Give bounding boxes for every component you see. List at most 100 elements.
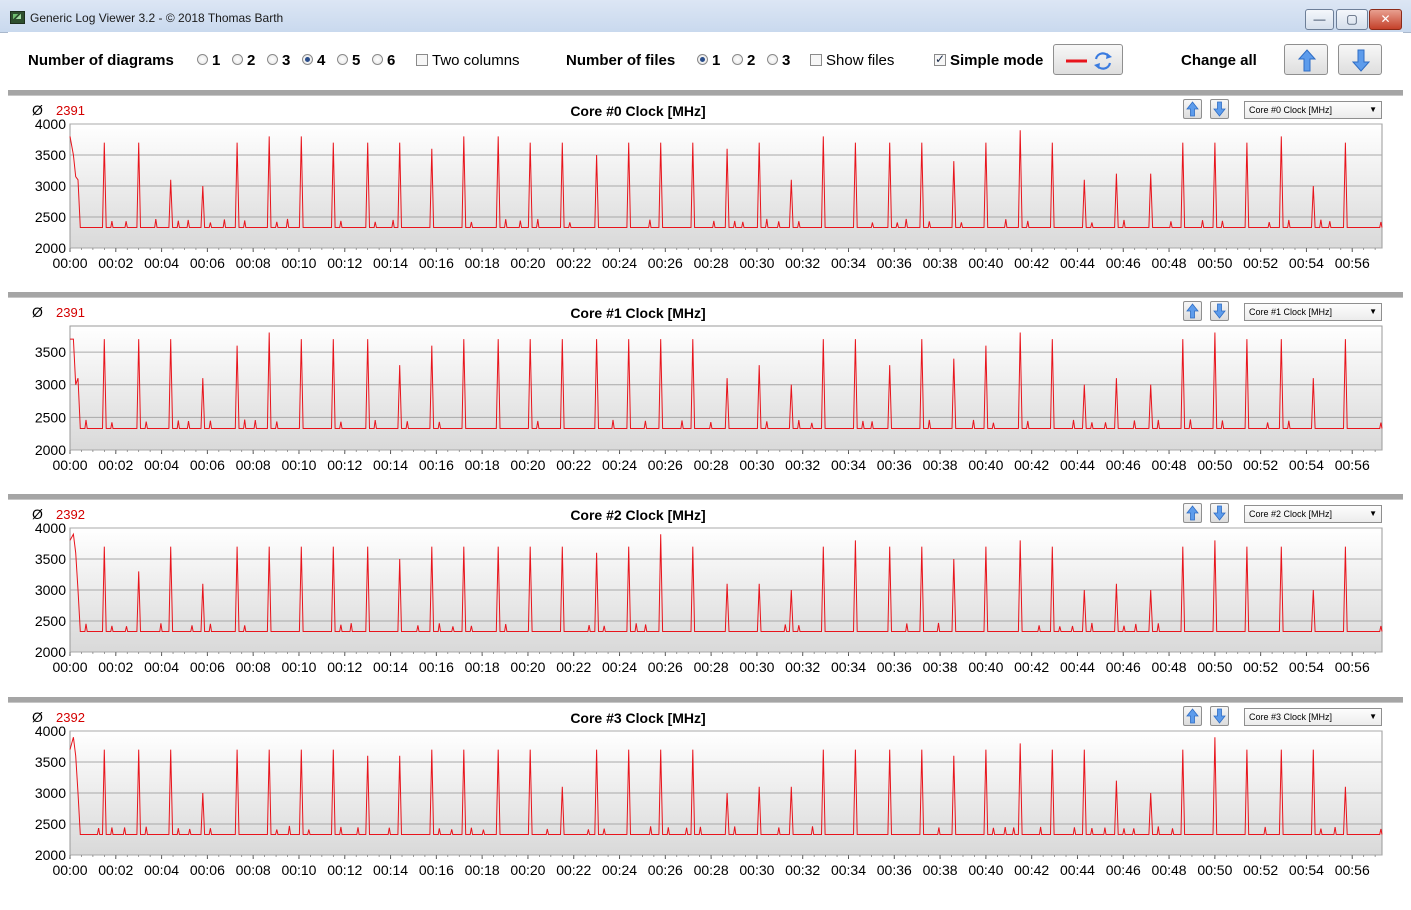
panel-move-down-button[interactable]: [1210, 503, 1229, 523]
series-line: [70, 332, 1383, 429]
x-tick-label: 00:14: [373, 862, 408, 878]
diagrams-radio-6[interactable]: [372, 54, 383, 65]
diagrams-radio-1[interactable]: [197, 54, 208, 65]
panel-move-down-button[interactable]: [1210, 706, 1229, 726]
y-tick-label: 3000: [35, 178, 66, 194]
channel-select[interactable]: Core #0 Clock [MHz] ▼: [1244, 101, 1382, 119]
diagrams-radio-3[interactable]: [267, 54, 278, 65]
arrow-down-icon: [1213, 303, 1226, 319]
x-tick-label: 00:02: [98, 457, 133, 473]
diagrams-label: Number of diagrams: [28, 52, 174, 69]
move-down-all-button[interactable]: [1338, 44, 1382, 75]
panel-move-down-button[interactable]: [1210, 99, 1229, 119]
x-tick-label: 00:00: [52, 862, 87, 878]
channel-select[interactable]: Core #1 Clock [MHz] ▼: [1244, 303, 1382, 321]
x-tick-label: 00:00: [52, 255, 87, 271]
x-tick-label: 00:38: [923, 862, 958, 878]
x-tick-label: 00:40: [968, 659, 1003, 675]
x-tick-label: 00:54: [1289, 457, 1324, 473]
refresh-icon: [1094, 52, 1112, 70]
minimize-button[interactable]: —: [1305, 9, 1334, 30]
panel-move-up-button[interactable]: [1183, 503, 1202, 523]
x-tick-label: 00:28: [694, 862, 729, 878]
arrow-up-icon: [1186, 101, 1199, 117]
panel-title: Core #3 Clock [MHz]: [570, 710, 706, 726]
arrow-up-icon: [1186, 708, 1199, 724]
panel-move-up-button[interactable]: [1183, 99, 1202, 119]
x-tick-label: 00:30: [739, 659, 774, 675]
y-tick-label: 2500: [35, 613, 66, 629]
plot-area: [69, 325, 1383, 451]
show-files-checkbox[interactable]: [810, 54, 822, 66]
x-tick-label: 00:18: [465, 457, 500, 473]
simple-mode-checkbox[interactable]: [934, 52, 946, 66]
close-button[interactable]: ✕: [1369, 9, 1402, 30]
x-tick-label: 00:02: [98, 659, 133, 675]
chart-core2: 2000 2500 3000 3500 4000 00:00 00:02 00:04 00:06…: [35, 520, 1383, 675]
x-tick-label: 00:52: [1243, 659, 1278, 675]
x-tick-label: 00:18: [465, 659, 500, 675]
diagrams-option-5: 5: [352, 52, 361, 69]
panel-divider: [8, 494, 1403, 499]
channel-select[interactable]: Core #2 Clock [MHz] ▼: [1244, 505, 1382, 523]
average-value: 2392: [56, 710, 85, 725]
two-columns-checkbox[interactable]: [416, 54, 428, 66]
x-tick-label: 00:36: [877, 862, 912, 878]
chevron-down-icon: ▼: [1369, 307, 1377, 316]
average-value: 2391: [56, 103, 85, 118]
x-tick-label: 00:02: [98, 862, 133, 878]
x-tick-label: 00:50: [1197, 255, 1232, 271]
diagrams-radio-5[interactable]: [337, 54, 348, 65]
y-tick-label: 3500: [35, 147, 66, 163]
y-tick-label: 3500: [35, 754, 66, 770]
y-tick-label: 4000: [35, 116, 66, 132]
y-tick-label: 4000: [35, 520, 66, 536]
diagrams-option-3: 3: [282, 52, 291, 69]
y-tick-label: 3000: [35, 785, 66, 801]
x-tick-label: 00:28: [694, 457, 729, 473]
y-tick-label: 3000: [35, 377, 66, 393]
panel-move-down-button[interactable]: [1210, 301, 1229, 321]
files-radio-3[interactable]: [767, 54, 778, 65]
series-line: [69, 737, 1383, 835]
x-tick-label: 00:08: [236, 659, 271, 675]
window-title: Generic Log Viewer 3.2 - © 2018 Thomas B…: [30, 11, 284, 25]
files-radio-1[interactable]: [697, 54, 708, 65]
x-tick-label: 00:20: [510, 457, 545, 473]
chart-core3: 2000 2500 3000 3500 4000 00:00 00:02 00:04 00:06…: [35, 723, 1383, 878]
x-tick-label: 00:12: [327, 457, 362, 473]
x-tick-label: 00:14: [373, 255, 408, 271]
x-tick-label: 00:28: [694, 255, 729, 271]
x-tick-label: 00:56: [1335, 659, 1370, 675]
panel-move-up-button[interactable]: [1183, 301, 1202, 321]
x-tick-label: 00:50: [1197, 862, 1232, 878]
diagrams-radio-4[interactable]: [302, 54, 313, 65]
x-tick-label: 00:48: [1152, 457, 1187, 473]
average-value: 2392: [56, 507, 85, 522]
channel-select[interactable]: Core #3 Clock [MHz] ▼: [1244, 708, 1382, 726]
files-radio-2[interactable]: [732, 54, 743, 65]
x-tick-label: 00:50: [1197, 659, 1232, 675]
y-tick-label: 2000: [35, 240, 66, 256]
x-tick-label: 00:32: [785, 457, 820, 473]
x-tick-label: 00:16: [419, 659, 454, 675]
x-tick-label: 00:00: [52, 659, 87, 675]
diagrams-option-2: 2: [247, 52, 256, 69]
x-tick-label: 00:30: [739, 862, 774, 878]
line-style-refresh-button[interactable]: [1053, 44, 1123, 75]
x-tick-label: 00:54: [1289, 659, 1324, 675]
arrow-down-icon: [1213, 708, 1226, 724]
y-tick-label: 2500: [35, 209, 66, 225]
move-up-all-button[interactable]: [1284, 44, 1328, 75]
x-tick-label: 00:36: [877, 255, 912, 271]
x-tick-label: 00:28: [694, 659, 729, 675]
panel-move-up-button[interactable]: [1183, 706, 1202, 726]
y-tick-label: 3500: [35, 551, 66, 567]
x-tick-label: 00:24: [602, 457, 637, 473]
x-tick-label: 00:16: [419, 862, 454, 878]
maximize-button[interactable]: ▢: [1336, 9, 1368, 30]
x-tick-label: 00:14: [373, 457, 408, 473]
diagrams-radio-2[interactable]: [232, 54, 243, 65]
x-tick-label: 00:08: [236, 862, 271, 878]
x-tick-label: 00:06: [190, 862, 225, 878]
